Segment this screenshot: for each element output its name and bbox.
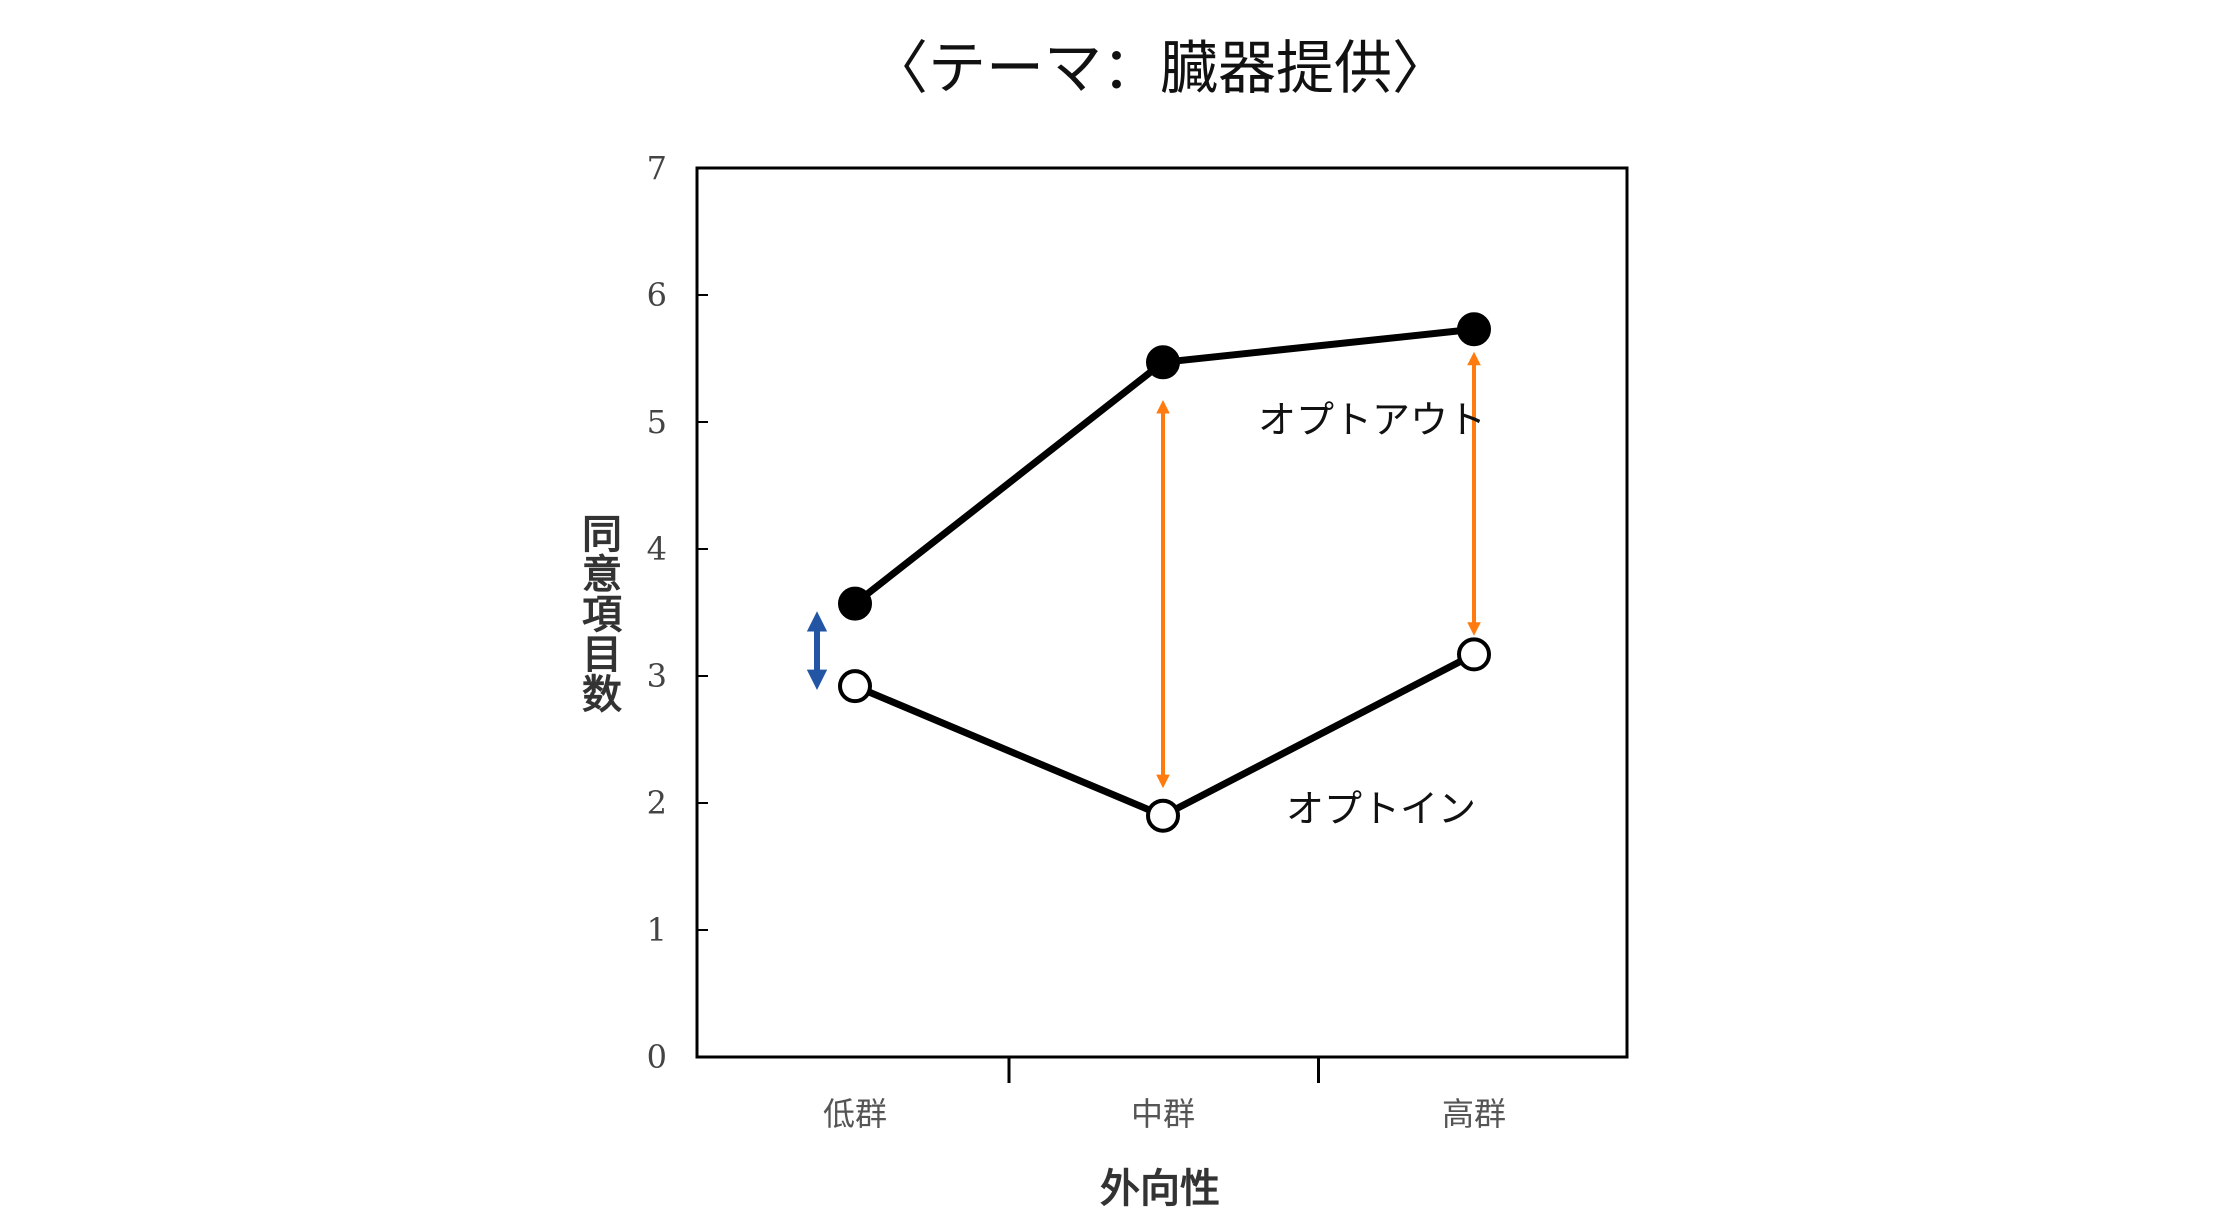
data-point-opt-in (1457, 637, 1491, 672)
data-point-opt-out (1457, 312, 1491, 347)
y-tick-label: 0 (647, 1038, 667, 1076)
x-category-label: 高群 (1442, 1095, 1506, 1133)
difference-arrows (806, 351, 1481, 789)
data-point-opt-out (838, 586, 872, 621)
y-tick-label: 1 (647, 911, 667, 949)
y-tick-label: 4 (647, 530, 667, 568)
x-axis-ticks (1007, 1057, 1320, 1083)
x-category-label: 低群 (823, 1095, 887, 1133)
series-label-opt-in: オプトイン (1286, 787, 1476, 831)
data-point-opt-out (1146, 345, 1180, 380)
y-axis-title: 同意項目数 (575, 513, 622, 713)
y-axis-ticks: 0 1 2 3 4 5 6 7 (647, 149, 708, 1076)
data-point-opt-in (838, 669, 872, 704)
data-point-opt-in (1146, 798, 1180, 833)
y-tick-label: 7 (647, 149, 667, 187)
x-axis-category-labels: 低群 中群 高群 (823, 1095, 1506, 1133)
x-category-label: 中群 (1131, 1095, 1195, 1133)
y-tick-label: 2 (647, 784, 667, 822)
y-tick-label: 5 (647, 403, 667, 441)
series-markers (838, 312, 1491, 833)
series-label-opt-out: オプトアウト (1258, 398, 1486, 442)
y-tick-label: 6 (647, 276, 667, 314)
chart-title: 〈テーマ：臓器提供〉 (870, 34, 1450, 102)
x-axis-title: 外向性 (1100, 1166, 1220, 1212)
y-tick-label: 3 (647, 657, 667, 695)
